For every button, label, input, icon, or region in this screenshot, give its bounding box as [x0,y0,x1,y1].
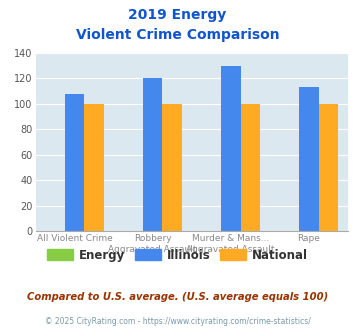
Bar [319,104,338,231]
Bar [241,104,260,231]
Text: Violent Crime Comparison: Violent Crime Comparison [76,28,279,42]
Text: 2019 Energy: 2019 Energy [129,8,226,22]
Legend: Energy, Illinois, National: Energy, Illinois, National [43,244,312,266]
Bar [65,93,84,231]
Bar [143,78,163,231]
Bar [221,66,241,231]
Text: © 2025 CityRating.com - https://www.cityrating.com/crime-statistics/: © 2025 CityRating.com - https://www.city… [45,317,310,326]
Text: Compared to U.S. average. (U.S. average equals 100): Compared to U.S. average. (U.S. average … [27,292,328,302]
Bar [84,104,104,231]
Bar [299,87,319,231]
Bar [163,104,182,231]
